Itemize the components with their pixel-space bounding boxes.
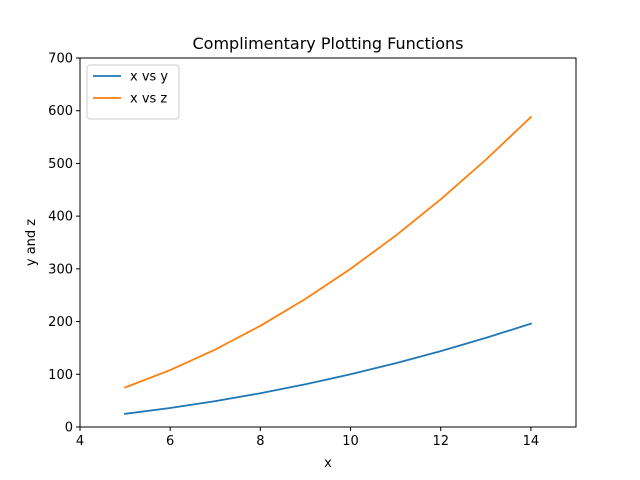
x-tick-label: 10 bbox=[342, 434, 359, 449]
y-tick-label: 600 bbox=[48, 104, 73, 119]
x-tick-label: 6 bbox=[166, 434, 174, 449]
x-axis: 4 6 8 10 12 14 bbox=[76, 427, 539, 449]
y-tick-label: 700 bbox=[48, 52, 73, 67]
series-layer bbox=[123, 115, 533, 415]
x-tick-label: 8 bbox=[256, 434, 264, 449]
y-tick-label: 300 bbox=[48, 262, 73, 277]
series-line-1 bbox=[124, 322, 533, 415]
y-tick-label: 200 bbox=[48, 315, 73, 330]
x-axis-label: x bbox=[324, 456, 332, 471]
x-tick-label: 14 bbox=[523, 434, 540, 449]
x-tick-label: 4 bbox=[76, 434, 84, 449]
y-axis-label: y and z bbox=[24, 219, 39, 266]
y-tick-label: 0 bbox=[65, 421, 73, 436]
plot-area-frame bbox=[79, 57, 577, 428]
legend-label-2: x vs z bbox=[130, 92, 167, 107]
x-tick-label: 12 bbox=[432, 434, 449, 449]
y-tick-label: 400 bbox=[48, 210, 73, 225]
y-tick-label: 100 bbox=[48, 368, 73, 383]
y-axis: 0 100 200 300 400 500 600 700 bbox=[48, 52, 80, 436]
series-line-2 bbox=[123, 115, 533, 389]
legend: x vs y x vs z bbox=[86, 64, 180, 120]
legend-label-1: x vs y bbox=[130, 70, 168, 85]
y-tick-label: 500 bbox=[48, 157, 73, 172]
legend-box bbox=[86, 64, 180, 120]
chart-title: Complimentary Plotting Functions bbox=[192, 34, 463, 53]
